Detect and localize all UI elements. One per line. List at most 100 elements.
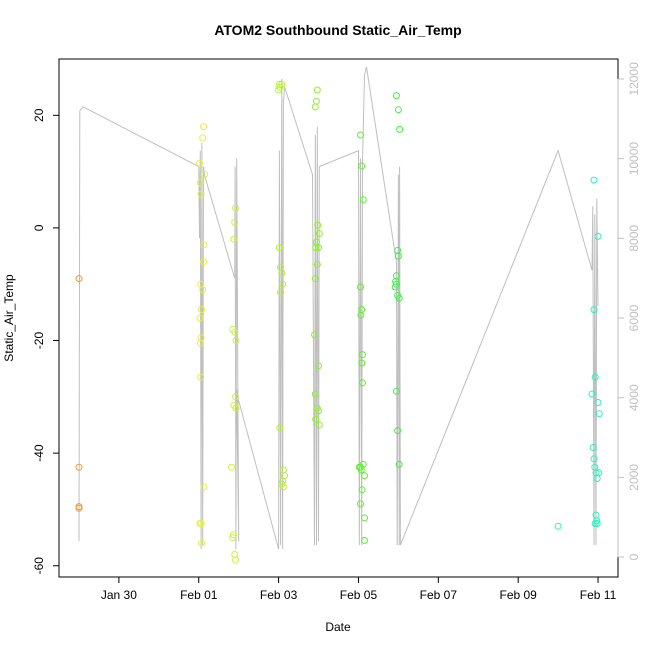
data-point xyxy=(231,551,239,558)
data-point xyxy=(314,221,322,229)
data-point xyxy=(313,261,321,268)
data-point xyxy=(232,556,239,564)
data-point xyxy=(313,238,320,246)
points-layer xyxy=(75,80,603,564)
data-point xyxy=(196,314,204,322)
data-point xyxy=(315,230,323,237)
y2-tick-label: 0 xyxy=(627,553,641,560)
data-point xyxy=(228,463,235,471)
series-group xyxy=(554,176,603,530)
data-point xyxy=(275,244,283,252)
data-point xyxy=(588,390,596,398)
data-point xyxy=(232,393,239,401)
y2-tick-label: 6000 xyxy=(627,304,641,331)
data-point xyxy=(231,328,239,336)
data-point xyxy=(230,235,238,243)
data-point xyxy=(312,244,320,252)
data-point xyxy=(232,337,240,344)
data-point xyxy=(315,244,322,252)
data-point xyxy=(357,311,365,319)
altitude-line-layer xyxy=(78,66,599,550)
data-point xyxy=(197,520,205,527)
x-tick-label: Feb 11 xyxy=(580,588,617,602)
x-tick-label: Feb 07 xyxy=(420,588,458,602)
data-point xyxy=(358,162,366,170)
y-tick-label: 20 xyxy=(32,108,46,122)
data-point xyxy=(311,390,319,398)
data-point xyxy=(315,362,322,370)
data-point xyxy=(230,531,237,539)
data-point xyxy=(392,92,400,100)
data-point xyxy=(591,463,599,471)
x-tick-label: Feb 03 xyxy=(260,588,298,602)
data-point xyxy=(275,86,283,94)
x-axis-label: Date xyxy=(325,620,351,634)
data-point xyxy=(311,331,318,339)
data-point xyxy=(593,475,601,482)
data-point xyxy=(591,373,599,381)
y2-tick-label: 2000 xyxy=(627,464,641,491)
chart-title: ATOM2 Southbound Static_Air_Temp xyxy=(214,22,461,38)
altitude-line xyxy=(78,66,599,550)
data-point xyxy=(359,351,366,359)
data-point xyxy=(396,125,404,133)
data-point xyxy=(75,275,83,283)
data-point xyxy=(357,500,364,508)
data-point xyxy=(361,514,368,522)
data-point xyxy=(392,387,400,395)
data-point xyxy=(312,415,320,423)
data-point xyxy=(279,483,287,491)
data-point xyxy=(313,97,320,105)
x-tick-label: Feb 09 xyxy=(499,588,537,602)
data-point xyxy=(394,252,402,260)
y-tick-label: -60 xyxy=(32,557,46,575)
data-point xyxy=(201,170,209,178)
data-point xyxy=(358,486,366,494)
series-group xyxy=(355,131,368,544)
data-point xyxy=(200,241,208,249)
x-tick-label: Jan 30 xyxy=(101,588,137,602)
data-point xyxy=(359,379,366,387)
data-point xyxy=(196,159,203,167)
data-point xyxy=(594,232,602,240)
data-point xyxy=(315,407,322,415)
data-point xyxy=(395,294,403,302)
data-point xyxy=(357,283,364,291)
data-point xyxy=(361,536,368,544)
data-point xyxy=(394,427,402,435)
data-point xyxy=(196,339,204,347)
data-point xyxy=(229,534,237,542)
series-group xyxy=(275,80,289,491)
data-point xyxy=(197,373,205,381)
data-point xyxy=(276,424,284,432)
data-point xyxy=(278,269,286,277)
y2-tick-label: 4000 xyxy=(627,384,641,411)
y-axis-label: Static_Air_Temp xyxy=(2,274,16,362)
data-point xyxy=(232,204,239,212)
data-point xyxy=(591,520,599,527)
x-axis: Jan 30 Feb 01 Feb 03 Feb 05 Feb 07 Feb 09 Feb … xyxy=(101,577,617,602)
data-point xyxy=(359,460,367,468)
data-point xyxy=(199,286,207,294)
x-tick-label: Feb 05 xyxy=(340,588,378,602)
data-point xyxy=(198,539,205,547)
x-tick-label: Feb 01 xyxy=(180,588,218,602)
data-point xyxy=(311,103,319,111)
data-point xyxy=(357,131,364,139)
series-group xyxy=(311,86,323,429)
data-point xyxy=(279,466,287,474)
data-point xyxy=(359,196,367,204)
data-point xyxy=(590,455,598,463)
data-point xyxy=(590,176,598,184)
data-point xyxy=(200,258,207,266)
data-point xyxy=(361,472,368,480)
data-point xyxy=(196,179,204,187)
data-point xyxy=(395,460,403,468)
series-group xyxy=(391,92,404,468)
data-point xyxy=(279,280,287,288)
data-point xyxy=(231,218,239,226)
series-group xyxy=(196,123,209,547)
y-tick-label: 0 xyxy=(32,224,46,231)
y-tick-label: -20 xyxy=(32,332,46,350)
data-point xyxy=(315,421,323,429)
